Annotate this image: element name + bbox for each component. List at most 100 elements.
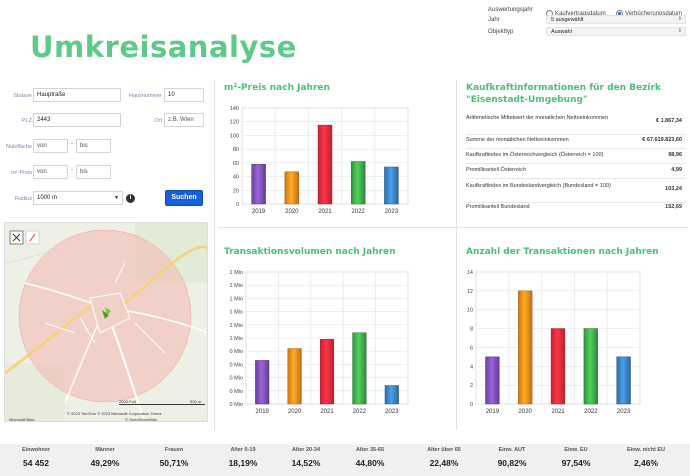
bar-2019[interactable] <box>251 163 266 205</box>
nutzflaeche-von-input[interactable]: von <box>33 139 68 153</box>
stat-value: 49,29% <box>90 458 120 468</box>
kaufkraft-row-divider <box>466 202 686 203</box>
radius-select[interactable]: 1000 m ▼ <box>33 191 123 205</box>
hausnummer-input[interactable]: 10 <box>164 88 204 102</box>
search-button[interactable]: Suchen <box>165 190 203 206</box>
kaufkraft-value: € 1.867,34 <box>656 118 682 124</box>
bar-2023[interactable] <box>616 356 631 405</box>
x-tick-label: 2023 <box>385 409 399 415</box>
bar-2020[interactable] <box>287 348 302 405</box>
transvol-bar-chart: 0 Mio 0 Mio 0 Mio 0 Mio 0 Mio 1 Mio 1 Mio 1 Mio… <box>230 270 409 415</box>
bar-2020[interactable] <box>284 171 300 205</box>
x-tick-label: 2022 <box>584 409 598 415</box>
anzahl-bar-chart: 0 2 4 6 8 10 12 14 2019 2020 2021 2022 2023 <box>467 270 641 415</box>
preis-label: m²-Preis <box>11 170 32 176</box>
map-view[interactable]: 2000 Fuß 500 m © 2023 TomTom © 2023 Micr… <box>4 222 208 422</box>
bar-2021[interactable] <box>319 339 335 405</box>
stat-value: 90,82% <box>497 458 527 468</box>
objekttyp-select[interactable]: Auswahl ⇕ <box>546 27 686 36</box>
range-dash: - <box>71 141 73 147</box>
y-tick-label: 8 <box>470 327 473 333</box>
auswertungsjahr-label: Auswertungsjahr <box>488 7 533 13</box>
stat-item: Alter über 65 22,48% <box>413 447 475 468</box>
location-marker-icon[interactable] <box>100 305 112 319</box>
kaufkraft-label: Kaufkraftindex im Bundeslandvergleich (B… <box>466 183 611 189</box>
stat-value: 22,48% <box>429 458 459 468</box>
bar-2019[interactable] <box>485 356 500 405</box>
y-tick-label: 120 <box>230 120 239 126</box>
x-tick-label: 2022 <box>353 409 367 415</box>
objekttyp-label: Objekttyp <box>488 29 514 35</box>
stat-item: Einwohner 54 452 <box>5 447 67 468</box>
stat-value: 50,71% <box>159 458 189 468</box>
stat-item: Alter 0-19 18,19% <box>212 447 274 468</box>
stat-label: Einw. nicht EU <box>627 447 665 453</box>
bar-2019[interactable] <box>255 360 270 405</box>
kaufkraft-value: 103,24 <box>665 186 682 192</box>
plz-input[interactable]: 2443 <box>33 113 121 127</box>
scale-bar <box>119 404 205 405</box>
map-copyright[interactable]: © 2023 TomTom © 2023 Microsoft Corporati… <box>67 411 162 416</box>
preis-bis-input[interactable]: bis <box>76 165 111 179</box>
y-tick-label: 0 <box>236 202 239 208</box>
x-tick-label: 2021 <box>551 409 565 415</box>
bar-2023[interactable] <box>384 385 399 405</box>
stat-value: 14,52% <box>291 458 321 468</box>
info-icon[interactable]: i <box>126 194 135 203</box>
kaufkraft-value: 98,96 <box>668 152 682 158</box>
y-tick-label: 2 <box>470 383 473 389</box>
ort-input[interactable]: z.B. Wien <box>164 113 204 127</box>
erase-tool-icon[interactable] <box>26 231 39 244</box>
strasse-input[interactable]: Hauptraße <box>33 88 121 102</box>
map-scale-ft: 2000 Fuß <box>119 399 137 404</box>
y-tick-label: 1 Mio <box>230 283 243 289</box>
radius-label: Radius <box>14 196 32 202</box>
range-dash: - <box>71 167 73 173</box>
bar-2020[interactable] <box>518 290 533 405</box>
x-tick-label: 2020 <box>519 409 533 415</box>
bar-2022[interactable] <box>352 332 367 405</box>
bar-2022[interactable] <box>583 328 598 405</box>
bar-2023[interactable] <box>384 166 399 205</box>
map-canvas <box>5 223 207 421</box>
stat-item: Einw. AUT 90,82% <box>481 447 543 468</box>
stat-label: Männer <box>95 447 115 453</box>
stat-item: Alter 35-65 44,80% <box>339 447 401 468</box>
y-tick-label: 1 Mio <box>230 310 243 316</box>
stat-label: Alter 35-65 <box>355 447 385 453</box>
jahr-select[interactable]: 5 ausgewählt ⇕ <box>546 15 686 24</box>
kaufkraft-value: 152,69 <box>665 204 682 210</box>
preis-von-input[interactable]: von <box>33 165 68 179</box>
y-tick-label: 6 <box>470 345 473 351</box>
stat-value: 18,19% <box>228 458 258 468</box>
y-tick-label: 1 Mio <box>230 323 243 329</box>
osm-credit[interactable]: © OpenStreetMap <box>125 417 158 422</box>
x-tick-label: 2021 <box>318 209 332 215</box>
kaufkraft-label: Arithmetische Mittelwert der monatlichen… <box>466 115 609 121</box>
x-tick-label: 2023 <box>617 409 631 415</box>
jahr-label: Jahr <box>488 17 500 23</box>
nutzflaeche-bis-input[interactable]: bis <box>76 139 111 153</box>
transvol-chart-title: Transaktionsvolumen nach Jahren <box>224 247 396 257</box>
stat-label: Frauen <box>164 447 184 453</box>
y-tick-label: 80 <box>233 147 239 153</box>
page-title: Umkreisanalyse <box>30 30 297 64</box>
stat-label: Einwohner <box>21 447 51 453</box>
select-arrows-icon: ⇕ <box>677 16 682 22</box>
x-tick-label: 2022 <box>352 209 366 215</box>
y-tick-label: 12 <box>467 289 473 295</box>
y-tick-label: 140 <box>230 106 239 112</box>
bar-2021[interactable] <box>317 124 333 205</box>
horizontal-divider <box>218 227 688 228</box>
stat-value: 44,80% <box>355 458 385 468</box>
y-tick-label: 10 <box>467 308 473 314</box>
anzahl-chart-title: Anzahl der Transaktionen nach Jahren <box>466 247 659 257</box>
x-tick-label: 2023 <box>385 209 399 215</box>
y-tick-label: 0 Mio <box>230 362 243 368</box>
bar-2022[interactable] <box>350 161 366 205</box>
bar-2021[interactable] <box>550 328 566 405</box>
select-arrows-icon: ⇕ <box>677 28 682 34</box>
stat-label: Einw. EU <box>564 447 588 453</box>
stat-value: 54 452 <box>23 458 49 468</box>
draw-tool-icon[interactable] <box>10 231 23 244</box>
